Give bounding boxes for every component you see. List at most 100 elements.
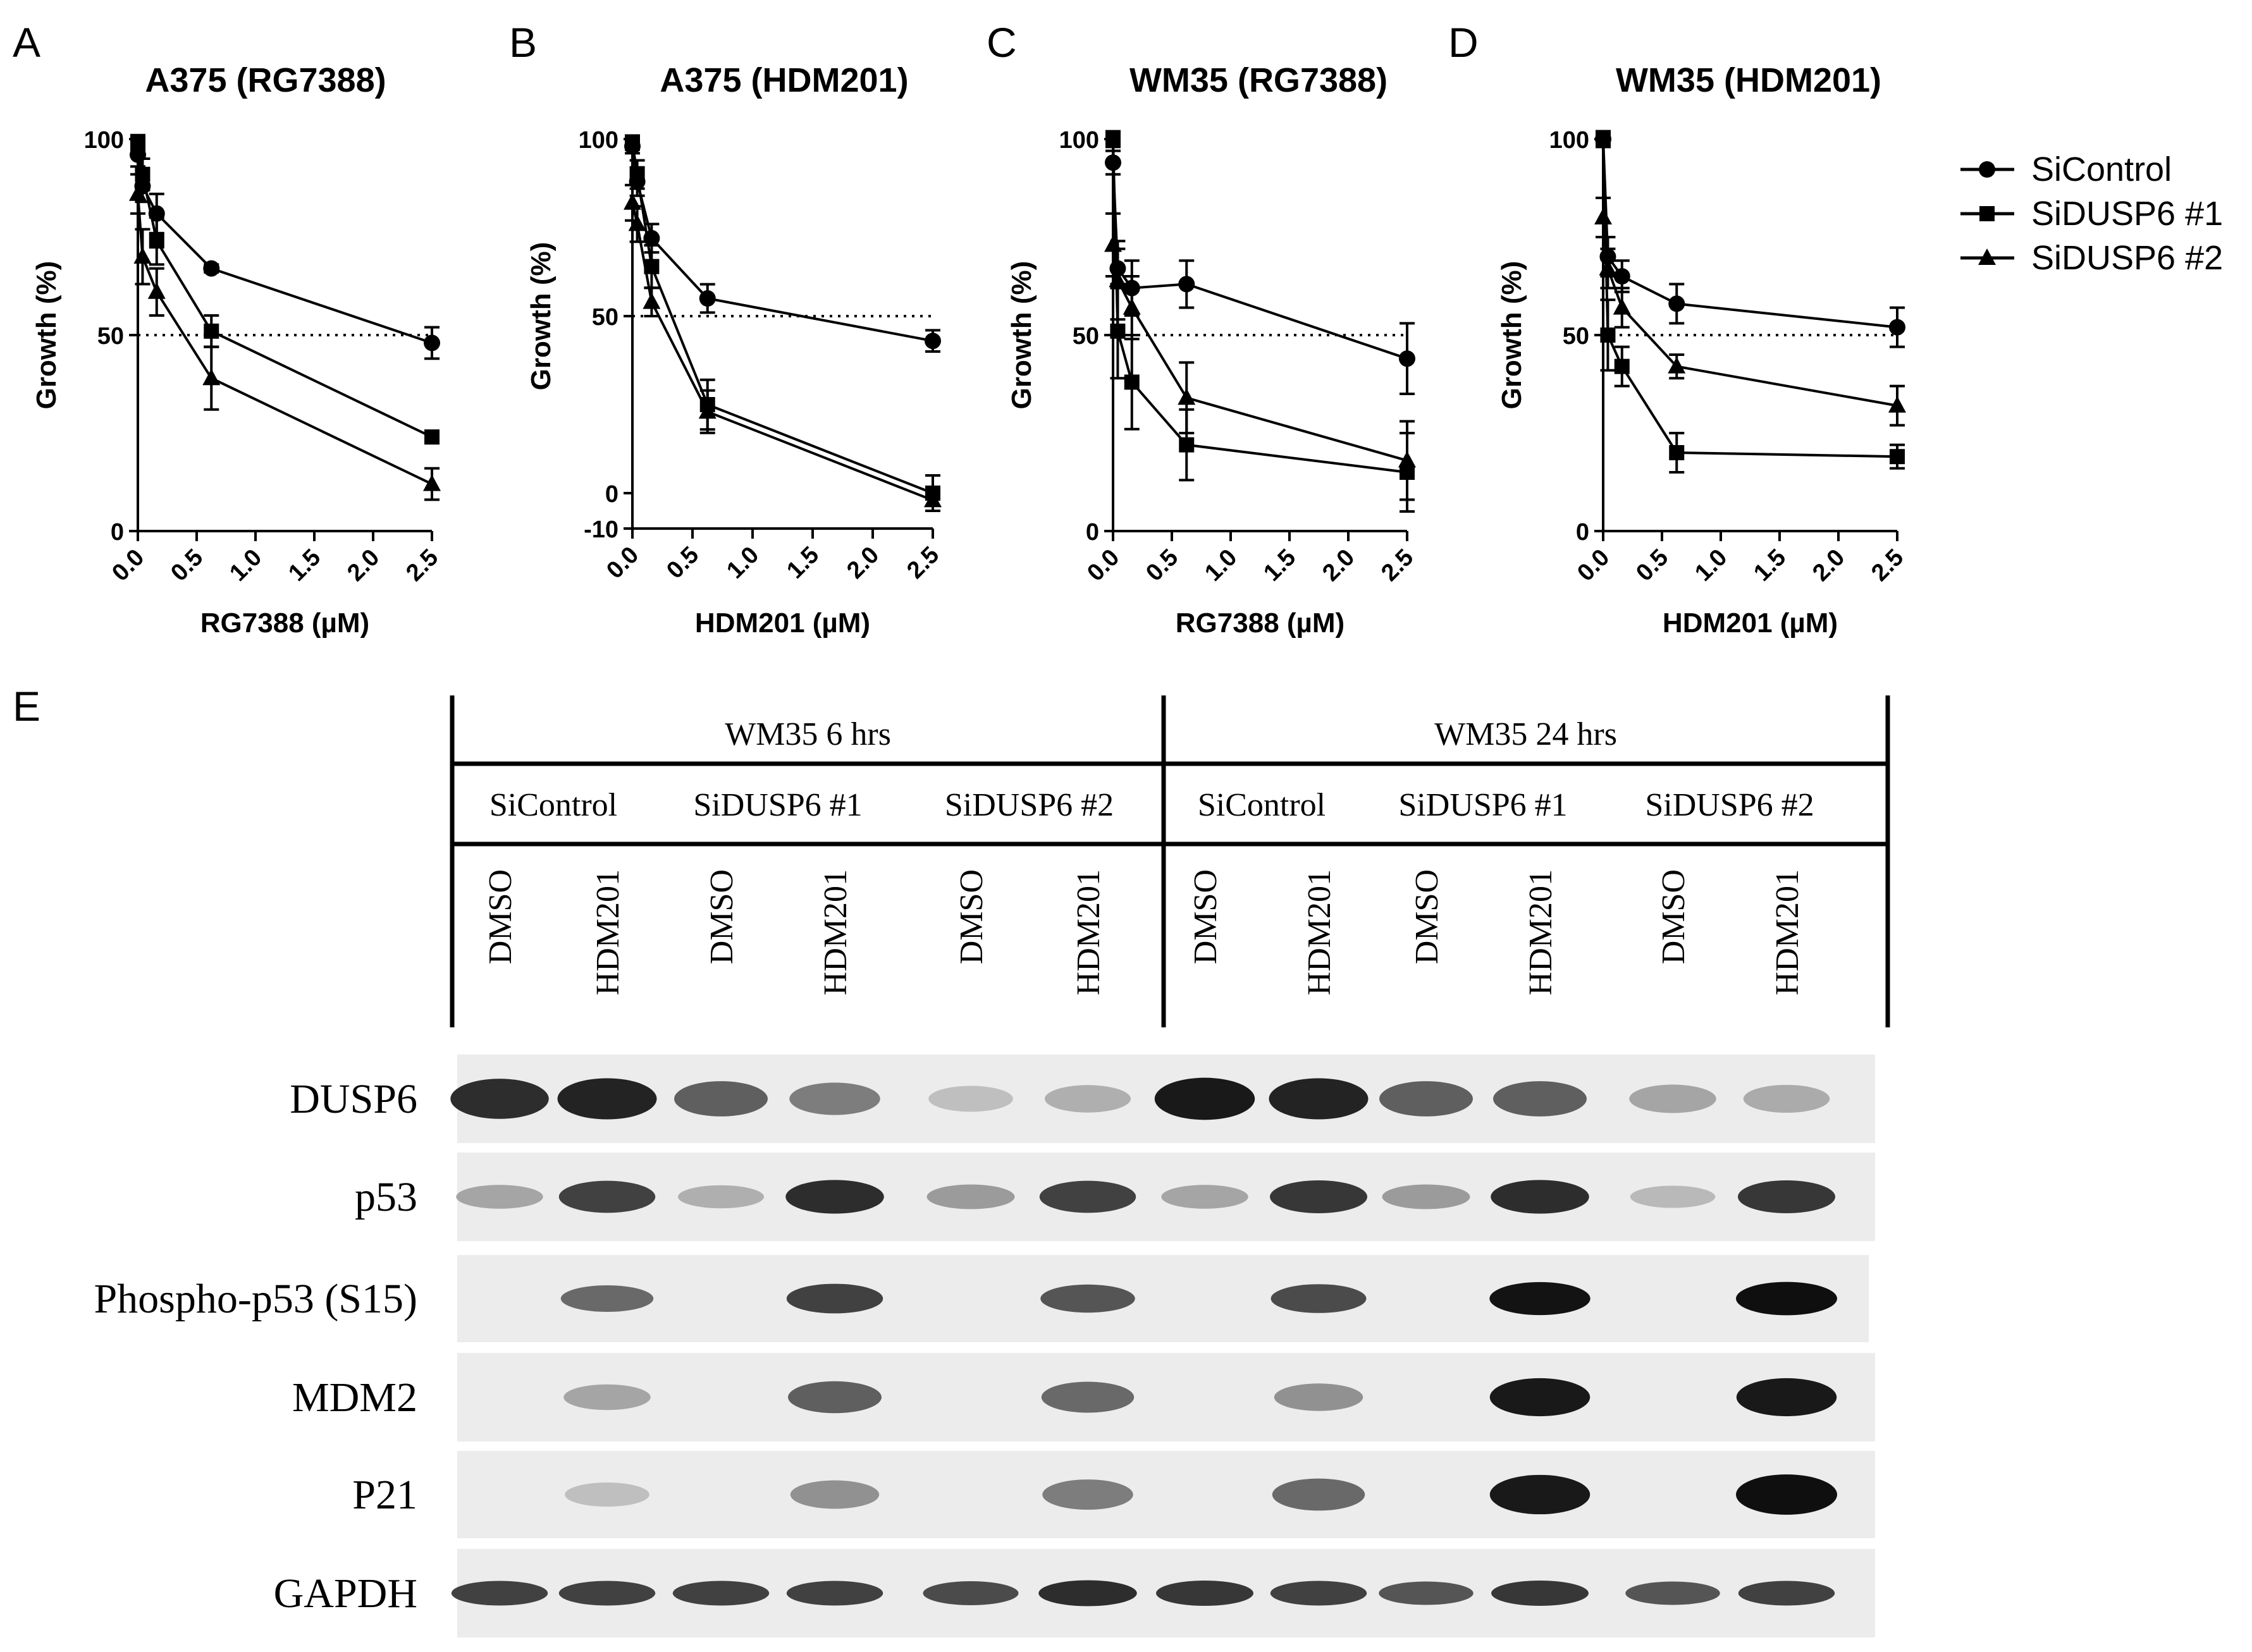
blot-band: [1489, 1282, 1591, 1316]
data-point: [698, 402, 717, 419]
data-point: [1179, 437, 1195, 453]
blot-band: [786, 1283, 883, 1314]
data-point: [1178, 276, 1195, 293]
blot-band: [1738, 1581, 1835, 1606]
data-point: [1105, 132, 1121, 147]
blot-row-label: p53: [355, 1174, 417, 1220]
blot-band: [1272, 1478, 1365, 1511]
chart-title: WM35 (HDM201): [1616, 61, 1881, 99]
legend-label: SiDUSP6 #1: [2031, 195, 2223, 233]
data-point: [628, 214, 646, 231]
blot-band: [451, 1581, 548, 1606]
blot-band: [786, 1581, 883, 1606]
data-point: [1399, 350, 1415, 367]
blot-band: [1154, 1077, 1255, 1120]
data-point: [1890, 449, 1905, 465]
blot-band: [1738, 1180, 1835, 1213]
blot-band: [1040, 1284, 1135, 1313]
x-tick-label: 2.0: [1807, 544, 1850, 587]
data-point: [133, 247, 152, 264]
x-tick-label: 0.0: [1082, 544, 1124, 587]
y-tick-label: 100: [1549, 127, 1589, 154]
treatment-label: DMSO: [483, 869, 519, 964]
data-point: [1596, 132, 1611, 147]
series-line: [1602, 138, 1898, 458]
y-tick-label: 50: [592, 304, 618, 331]
blot-row-label: P21: [352, 1472, 417, 1518]
blot-band: [565, 1482, 649, 1507]
data-point: [1110, 323, 1126, 339]
blot-row-label: GAPDH: [274, 1570, 417, 1617]
x-tick-label: 2.5: [1376, 544, 1418, 587]
blot-band: [1489, 1474, 1591, 1515]
blot-band: [1270, 1180, 1367, 1213]
blot-row-label: MDM2: [292, 1374, 417, 1421]
blot-row-label: Phospho-p53 (S15): [94, 1276, 417, 1322]
y-tick-label: 0: [1086, 519, 1099, 546]
data-point: [1594, 208, 1612, 224]
data-point: [203, 260, 220, 277]
series-line: [631, 145, 933, 343]
blot-band: [1625, 1581, 1720, 1605]
blot-band: [1270, 1581, 1367, 1606]
x-tick-label: 1.5: [283, 544, 326, 587]
blot-band: [678, 1185, 764, 1209]
series-line: [137, 142, 433, 439]
data-point: [423, 474, 441, 491]
treatment-label: DMSO: [1409, 869, 1445, 964]
data-point: [1599, 259, 1617, 276]
x-tick-label: 2.0: [842, 542, 884, 584]
treatment-label: HDM201: [818, 869, 854, 995]
series-line: [1602, 138, 1898, 329]
data-point: [629, 167, 645, 182]
treatment-label: DMSO: [1188, 869, 1224, 964]
data-point: [204, 323, 219, 339]
panel-letter-d: D: [1448, 19, 1479, 66]
blot-band: [1630, 1185, 1716, 1208]
chart-panel-d: WM35 (HDM201) 0 50 100 0.0 0.5 1.0 1.5 2.0 2.5 HDM…: [1496, 61, 1909, 639]
panel-letter-c: C: [987, 19, 1017, 66]
x-axis-label: RG7388 (µM): [1176, 608, 1344, 639]
series-line: [1112, 162, 1408, 360]
blot-strip: [457, 1451, 1875, 1538]
y-tick-label: 50: [1563, 323, 1589, 350]
series-line: [1112, 245, 1408, 462]
y-tick-label: 100: [84, 127, 124, 154]
series-line: [1112, 138, 1408, 474]
data-point: [1124, 374, 1140, 390]
blot-band: [672, 1581, 770, 1606]
blot-band: [1042, 1479, 1133, 1510]
y-axis-label: Growth (%): [1006, 261, 1037, 410]
x-tick-label: 0.5: [1631, 544, 1673, 587]
blot-band: [1269, 1078, 1369, 1120]
x-tick-label: 2.0: [342, 544, 385, 587]
treatment-label: DMSO: [704, 869, 740, 964]
x-tick-label: 1.5: [1258, 544, 1301, 587]
y-tick-label: 100: [1059, 127, 1099, 154]
blot-band: [1041, 1381, 1135, 1413]
data-point: [1614, 358, 1630, 374]
data-point: [1888, 396, 1906, 413]
data-point: [1668, 295, 1685, 312]
legend: SiControl SiDUSP6 #1 SiDUSP6 #2: [1960, 150, 2223, 277]
data-point: [1613, 298, 1631, 315]
blot-band: [1629, 1084, 1716, 1113]
condition-label: SiControl: [1198, 787, 1326, 823]
legend-label: SiControl: [2031, 150, 2172, 188]
blot-strip: [457, 1353, 1875, 1441]
blot-band: [1379, 1581, 1474, 1605]
treatment-label: DMSO: [954, 869, 990, 964]
condition-label: SiControl: [489, 787, 617, 823]
data-point: [1613, 268, 1630, 285]
y-tick-label: 100: [579, 127, 618, 154]
blot-band: [1493, 1081, 1587, 1117]
blot-band: [785, 1180, 884, 1214]
blot-band: [558, 1180, 656, 1213]
condition-label: SiDUSP6 #1: [693, 787, 862, 823]
y-tick-label: 50: [97, 323, 124, 350]
blot-band: [923, 1581, 1019, 1605]
panel-letter-b: B: [509, 19, 537, 66]
series-line: [137, 154, 433, 345]
y-axis-label: Growth (%): [31, 261, 62, 410]
x-tick-label: 1.0: [722, 542, 764, 584]
